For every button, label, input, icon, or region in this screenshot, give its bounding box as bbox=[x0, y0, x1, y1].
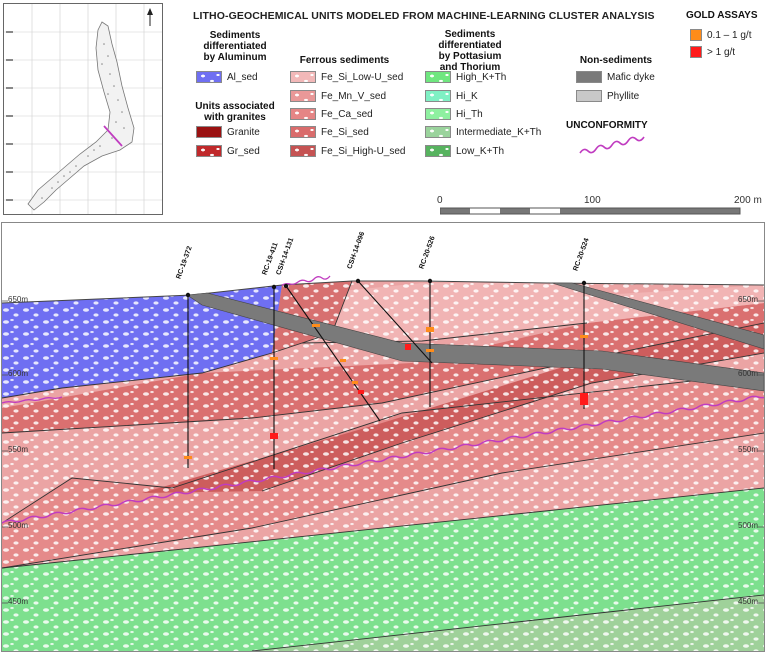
elev-left-550: 550m bbox=[8, 445, 29, 454]
al-sed-swatch bbox=[196, 71, 222, 83]
figure-title: LITHO-GEOCHEMICAL UNITS MODELED FROM MAC… bbox=[193, 10, 655, 22]
mafic-dyke-swatch bbox=[576, 71, 602, 83]
cross-section-panel: 650m 600m 550m 500m 450m 650m 600m 550m … bbox=[1, 222, 765, 652]
cross-section-drawing bbox=[2, 223, 764, 651]
legend-item-al-sed: Al_sed bbox=[196, 70, 258, 84]
intermediate-k-th-swatch bbox=[425, 126, 451, 138]
legend-item-gold-low: 0.1 – 1 g/t bbox=[690, 28, 751, 42]
unconformity-label: UNCONFORMITY bbox=[566, 120, 648, 131]
legend-granites-heading: Units associated with granites bbox=[195, 101, 275, 123]
scale-label-0: 0 bbox=[437, 195, 443, 206]
legend-item-fe-si: Fe_Si_sed bbox=[290, 125, 369, 139]
legend-item-fe-mn-v: Fe_Mn_V_sed bbox=[290, 89, 386, 103]
scale-label-100: 100 bbox=[584, 195, 601, 206]
legend-item-fe-ca: Fe_Ca_sed bbox=[290, 107, 373, 121]
elev-right-550: 550m bbox=[738, 445, 759, 454]
high-k-th-swatch bbox=[425, 71, 451, 83]
legend-item-high-k-th: High_K+Th bbox=[425, 70, 506, 84]
elev-right-650: 650m bbox=[738, 295, 759, 304]
gold-high-swatch bbox=[690, 46, 702, 58]
elev-right-450: 450m bbox=[738, 597, 759, 606]
legend-item-intermediate-k-th: Intermediate_K+Th bbox=[425, 125, 541, 139]
drillhole-csh-14-096 bbox=[357, 280, 433, 364]
elev-right-600: 600m bbox=[738, 369, 759, 378]
scale-label-200: 200 m bbox=[734, 195, 762, 206]
fe-si-low-u-swatch bbox=[290, 71, 316, 83]
unconformity-line bbox=[2, 395, 764, 524]
gold-assays-heading: GOLD ASSAYS bbox=[686, 10, 758, 21]
hi-th-swatch bbox=[425, 108, 451, 120]
fe-si-high-u-swatch bbox=[290, 145, 316, 157]
legend-item-phyllite: Phyllite bbox=[576, 89, 639, 103]
section-line bbox=[103, 125, 123, 147]
legend-ferrous-heading: Ferrous sediments bbox=[299, 55, 390, 66]
scale-bar bbox=[440, 207, 741, 215]
legend-nonsed-heading: Non-sediments bbox=[579, 55, 653, 66]
north-arrow-icon bbox=[147, 8, 153, 26]
legend-aluminum-heading: Sediments differentiated by Aluminum bbox=[203, 30, 267, 63]
hi-k-swatch bbox=[425, 90, 451, 102]
elev-left-500: 500m bbox=[8, 521, 29, 530]
fe-si-swatch bbox=[290, 126, 316, 138]
legend-item-low-k-th: Low_K+Th bbox=[425, 144, 504, 158]
drillhole-csh-14-131 bbox=[285, 285, 381, 422]
unconformity-symbol bbox=[579, 136, 645, 154]
legend-item-gold-high: > 1 g/t bbox=[690, 45, 735, 59]
inset-map-drawing bbox=[4, 4, 162, 214]
gr-sed-swatch bbox=[196, 145, 222, 157]
mafic-dyke-1 bbox=[186, 292, 764, 392]
legend-item-fe-si-low-u: Fe_Si_Low-U_sed bbox=[290, 70, 403, 84]
legend-item-hi-k: Hi_K bbox=[425, 89, 478, 103]
legend-potassium-heading: Sediments differentiated by Pottasium an… bbox=[438, 29, 502, 73]
gold-assays-markers bbox=[184, 324, 588, 459]
low-k-th-swatch bbox=[425, 145, 451, 157]
legend-item-mafic-dyke: Mafic dyke bbox=[576, 70, 655, 84]
fe-ca-swatch bbox=[290, 108, 316, 120]
gold-low-swatch bbox=[690, 29, 702, 41]
elev-right-500: 500m bbox=[738, 521, 759, 530]
elev-left-450: 450m bbox=[8, 597, 29, 606]
elev-left-600: 600m bbox=[8, 369, 29, 378]
phyllite-swatch bbox=[576, 90, 602, 102]
inset-map bbox=[3, 3, 163, 215]
legend-item-granite: Granite bbox=[196, 125, 260, 139]
granite-swatch bbox=[196, 126, 222, 138]
legend-item-gr-sed: Gr_sed bbox=[196, 144, 260, 158]
legend-item-fe-si-high-u: Fe_Si_High-U_sed bbox=[290, 144, 406, 158]
mafic-dyke-2 bbox=[551, 282, 764, 350]
fe-mn-v-swatch bbox=[290, 90, 316, 102]
elev-left-650: 650m bbox=[8, 295, 29, 304]
legend-item-hi-th: Hi_Th bbox=[425, 107, 483, 121]
